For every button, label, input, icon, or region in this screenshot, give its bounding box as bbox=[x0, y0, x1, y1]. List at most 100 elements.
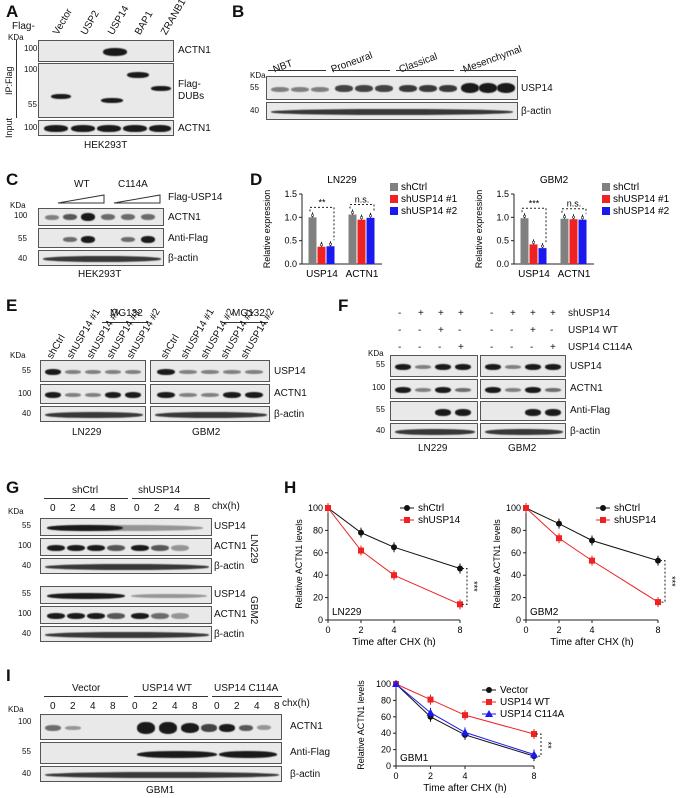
significance-label: ** bbox=[318, 197, 326, 207]
chart-d-gbm2: GBM2 0.0 0.5 1.0 1.5 Relative expression USP14… bbox=[474, 175, 670, 280]
legend-swatch bbox=[390, 207, 398, 215]
legend-label: USP14 C114A bbox=[500, 709, 565, 720]
condition-sign: - bbox=[418, 342, 422, 353]
bar bbox=[308, 217, 317, 264]
significance-label: ** bbox=[543, 742, 553, 750]
condition-sign: + bbox=[530, 325, 536, 336]
time-label: 4 bbox=[254, 701, 260, 712]
blot-b-usp14 bbox=[266, 76, 518, 100]
data-point bbox=[358, 547, 364, 554]
time-label: 2 bbox=[234, 701, 240, 712]
y-tick-label: 0 bbox=[386, 761, 391, 771]
y-tick-label: 80 bbox=[313, 525, 323, 535]
mw-marker: 55 bbox=[22, 589, 31, 598]
condition-sign: + bbox=[458, 342, 464, 353]
condition-sign: - bbox=[398, 342, 402, 353]
condition-sign: - bbox=[510, 342, 514, 353]
row-label: β-actin bbox=[168, 253, 199, 264]
blot-e-ln229-actin bbox=[40, 406, 146, 422]
significance-bracket bbox=[462, 567, 468, 605]
y-tick-label: 100 bbox=[376, 680, 391, 689]
y-tick-label: 100 bbox=[308, 503, 323, 513]
cell-label: GBM2 bbox=[248, 596, 259, 625]
y-tick-label: 60 bbox=[511, 548, 521, 558]
bar bbox=[326, 246, 335, 264]
legend-swatch bbox=[602, 195, 610, 203]
series-line bbox=[395, 683, 535, 735]
chart-annotation: GBM1 bbox=[400, 753, 429, 764]
mw-marker: 55 bbox=[22, 366, 31, 375]
panel-label-a: A bbox=[6, 2, 19, 21]
y-tick-label: 20 bbox=[381, 745, 391, 755]
blot-g-ln229-actin bbox=[40, 558, 212, 574]
y-axis-label: Relative expression bbox=[262, 190, 272, 269]
blot-e-gbm2-usp14 bbox=[150, 360, 270, 382]
legend-label: shUSP14 #1 bbox=[613, 194, 670, 205]
panel-label-e: E bbox=[6, 296, 18, 315]
condition-sign: + bbox=[418, 308, 424, 319]
blot-e-gbm2-actin bbox=[150, 406, 270, 422]
legend-swatch bbox=[390, 183, 398, 191]
mw-marker: 55 bbox=[376, 405, 385, 414]
blot-g-ln229-actn1 bbox=[40, 538, 212, 556]
y-tick-label: 40 bbox=[511, 570, 521, 580]
mw-marker: 55 bbox=[22, 747, 31, 756]
x-tick-label: USP14 bbox=[518, 269, 550, 280]
data-point bbox=[457, 601, 463, 608]
group-label: WT bbox=[74, 179, 90, 190]
y-tick-label: 60 bbox=[313, 548, 323, 558]
panel-label-h: H bbox=[284, 478, 297, 497]
series-line bbox=[327, 507, 461, 569]
series-line bbox=[525, 507, 659, 562]
significance-label: *** bbox=[469, 581, 479, 592]
mw-marker: 55 bbox=[250, 83, 259, 92]
mw-marker: 100 bbox=[24, 65, 38, 74]
time-label: 8 bbox=[194, 503, 200, 514]
blot-f-gbm2-usp14 bbox=[480, 355, 566, 377]
row-label: Anti-Flag bbox=[168, 233, 209, 244]
legend-label: shCtrl bbox=[418, 503, 444, 514]
flag-usp14-title: Flag-USP14 bbox=[168, 192, 223, 203]
lane-label: BAP1 bbox=[133, 9, 156, 37]
x-tick-label: 0 bbox=[523, 625, 528, 635]
time-label: 0 bbox=[50, 701, 56, 712]
bar bbox=[520, 218, 529, 264]
condition-sign: - bbox=[550, 325, 554, 336]
data-point bbox=[522, 214, 526, 218]
row-label: ACTN1 bbox=[570, 383, 603, 394]
data-point bbox=[589, 557, 595, 564]
lane-label: shCtrl bbox=[45, 332, 68, 361]
data-point bbox=[426, 708, 435, 716]
legend-marker bbox=[404, 517, 410, 523]
y-tick-label: 1.0 bbox=[284, 212, 297, 222]
y-axis-label: Relative ACTN1 levels bbox=[294, 519, 304, 609]
x-tick-label: 4 bbox=[391, 625, 396, 635]
legend-label: shUSP14 #2 bbox=[613, 206, 670, 217]
mw-marker: 40 bbox=[18, 254, 27, 263]
panel-label-g: G bbox=[6, 478, 20, 497]
panel-label-c: C bbox=[6, 170, 19, 189]
group-label: USP14 C114A bbox=[214, 683, 279, 694]
data-point bbox=[358, 529, 364, 536]
blot-f-gbm2-actin bbox=[480, 423, 566, 439]
bar bbox=[317, 246, 326, 264]
legend-label: USP14 WT bbox=[500, 697, 550, 708]
blot-a-ip-actn1 bbox=[38, 40, 174, 62]
mw-marker: 40 bbox=[22, 561, 31, 570]
bar bbox=[578, 219, 587, 264]
condition-sign: - bbox=[398, 308, 402, 319]
row-label: USP14 bbox=[214, 589, 246, 600]
legend-label: shUSP14 #2 bbox=[401, 206, 458, 217]
blot-f-gbm2-actn1 bbox=[480, 379, 566, 399]
series-line bbox=[395, 683, 535, 757]
blot-g-gbm2-actin bbox=[40, 626, 212, 642]
row-label: ACTN1 bbox=[290, 721, 323, 732]
legend-swatch bbox=[602, 207, 610, 215]
mw-marker: 100 bbox=[18, 541, 32, 550]
time-label: 4 bbox=[90, 701, 96, 712]
data-point bbox=[655, 599, 661, 606]
data-point bbox=[360, 216, 364, 220]
blot-b-actin bbox=[266, 102, 518, 120]
y-tick-label: 1.0 bbox=[496, 212, 509, 222]
data-point bbox=[457, 565, 463, 572]
